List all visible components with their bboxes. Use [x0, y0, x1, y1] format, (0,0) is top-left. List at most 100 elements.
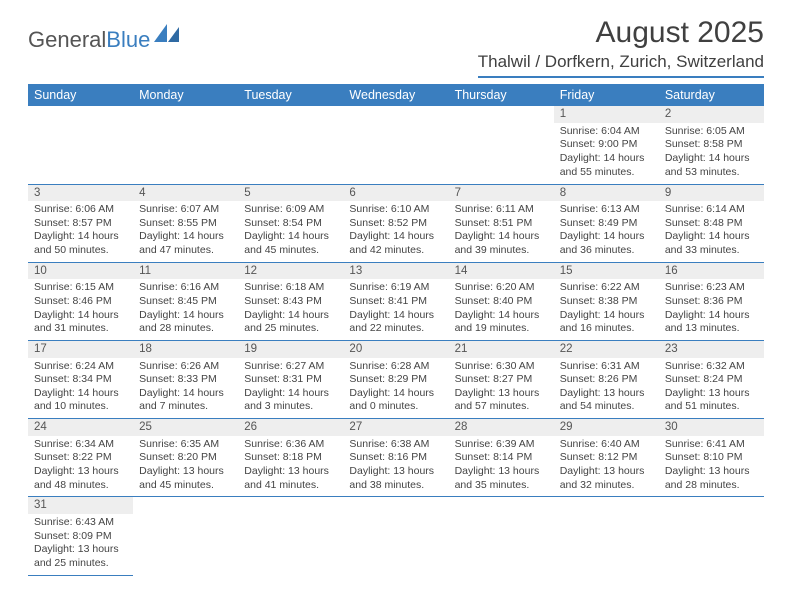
day-sunrise: Sunrise: 6:36 AM: [244, 438, 337, 452]
day-sunrise: Sunrise: 6:31 AM: [560, 360, 653, 374]
day-number: 1: [554, 106, 659, 123]
empty-cell: [28, 106, 133, 184]
day-sunrise: Sunrise: 6:39 AM: [455, 438, 548, 452]
day-number: 24: [28, 419, 133, 436]
day-d1: Daylight: 14 hours: [665, 309, 758, 323]
day-d1: Daylight: 14 hours: [665, 230, 758, 244]
day-sunrise: Sunrise: 6:05 AM: [665, 125, 758, 139]
day-number: 7: [449, 185, 554, 202]
day-sunset: Sunset: 8:51 PM: [455, 217, 548, 231]
day-cell: 8Sunrise: 6:13 AMSunset: 8:49 PMDaylight…: [554, 184, 659, 262]
day-cell: 11Sunrise: 6:16 AMSunset: 8:45 PMDayligh…: [133, 262, 238, 340]
day-info: Sunrise: 6:16 AMSunset: 8:45 PMDaylight:…: [133, 279, 238, 340]
day-cell: 28Sunrise: 6:39 AMSunset: 8:14 PMDayligh…: [449, 419, 554, 497]
day-cell: 26Sunrise: 6:36 AMSunset: 8:18 PMDayligh…: [238, 419, 343, 497]
day-d2: and 54 minutes.: [560, 400, 653, 414]
day-sunrise: Sunrise: 6:07 AM: [139, 203, 232, 217]
day-d2: and 28 minutes.: [665, 479, 758, 493]
day-sunrise: Sunrise: 6:30 AM: [455, 360, 548, 374]
day-sunset: Sunset: 8:26 PM: [560, 373, 653, 387]
day-sunrise: Sunrise: 6:15 AM: [34, 281, 127, 295]
day-sunset: Sunset: 8:41 PM: [349, 295, 442, 309]
day-d1: Daylight: 14 hours: [139, 387, 232, 401]
day-sunset: Sunset: 8:57 PM: [34, 217, 127, 231]
day-info: Sunrise: 6:30 AMSunset: 8:27 PMDaylight:…: [449, 358, 554, 419]
day-sunset: Sunset: 8:52 PM: [349, 217, 442, 231]
day-d2: and 36 minutes.: [560, 244, 653, 258]
day-info: Sunrise: 6:20 AMSunset: 8:40 PMDaylight:…: [449, 279, 554, 340]
day-cell: 4Sunrise: 6:07 AMSunset: 8:55 PMDaylight…: [133, 184, 238, 262]
day-sunset: Sunset: 8:36 PM: [665, 295, 758, 309]
weekday-header: Saturday: [659, 84, 764, 106]
day-sunset: Sunset: 8:33 PM: [139, 373, 232, 387]
day-sunset: Sunset: 8:29 PM: [349, 373, 442, 387]
day-number: 25: [133, 419, 238, 436]
day-number: 18: [133, 341, 238, 358]
day-sunset: Sunset: 8:20 PM: [139, 451, 232, 465]
logo-sail-icon: [154, 24, 180, 49]
day-sunrise: Sunrise: 6:14 AM: [665, 203, 758, 217]
day-sunrise: Sunrise: 6:19 AM: [349, 281, 442, 295]
day-cell: 7Sunrise: 6:11 AMSunset: 8:51 PMDaylight…: [449, 184, 554, 262]
day-number: 8: [554, 185, 659, 202]
day-sunrise: Sunrise: 6:09 AM: [244, 203, 337, 217]
day-d1: Daylight: 13 hours: [349, 465, 442, 479]
day-sunrise: Sunrise: 6:16 AM: [139, 281, 232, 295]
day-d2: and 25 minutes.: [244, 322, 337, 336]
day-sunrise: Sunrise: 6:10 AM: [349, 203, 442, 217]
day-info: Sunrise: 6:35 AMSunset: 8:20 PMDaylight:…: [133, 436, 238, 497]
day-number: 11: [133, 263, 238, 280]
day-info: Sunrise: 6:36 AMSunset: 8:18 PMDaylight:…: [238, 436, 343, 497]
day-info: Sunrise: 6:05 AMSunset: 8:58 PMDaylight:…: [659, 123, 764, 184]
logo: GeneralBlue: [28, 24, 180, 55]
day-d1: Daylight: 13 hours: [560, 465, 653, 479]
title-underline: [478, 76, 764, 78]
day-info: Sunrise: 6:32 AMSunset: 8:24 PMDaylight:…: [659, 358, 764, 419]
day-d1: Daylight: 14 hours: [560, 152, 653, 166]
day-info: Sunrise: 6:23 AMSunset: 8:36 PMDaylight:…: [659, 279, 764, 340]
day-d2: and 48 minutes.: [34, 479, 127, 493]
month-title: August 2025: [478, 16, 764, 50]
day-d2: and 22 minutes.: [349, 322, 442, 336]
day-d2: and 39 minutes.: [455, 244, 548, 258]
day-number: 17: [28, 341, 133, 358]
day-cell: 12Sunrise: 6:18 AMSunset: 8:43 PMDayligh…: [238, 262, 343, 340]
empty-cell: [554, 497, 659, 575]
day-sunset: Sunset: 8:45 PM: [139, 295, 232, 309]
day-info: Sunrise: 6:38 AMSunset: 8:16 PMDaylight:…: [343, 436, 448, 497]
day-sunrise: Sunrise: 6:18 AM: [244, 281, 337, 295]
day-sunset: Sunset: 8:22 PM: [34, 451, 127, 465]
day-sunrise: Sunrise: 6:04 AM: [560, 125, 653, 139]
day-cell: 6Sunrise: 6:10 AMSunset: 8:52 PMDaylight…: [343, 184, 448, 262]
empty-cell: [238, 106, 343, 184]
day-d2: and 51 minutes.: [665, 400, 758, 414]
day-cell: 27Sunrise: 6:38 AMSunset: 8:16 PMDayligh…: [343, 419, 448, 497]
day-sunrise: Sunrise: 6:40 AM: [560, 438, 653, 452]
day-sunrise: Sunrise: 6:24 AM: [34, 360, 127, 374]
calendar-row: 24Sunrise: 6:34 AMSunset: 8:22 PMDayligh…: [28, 419, 764, 497]
day-cell: 13Sunrise: 6:19 AMSunset: 8:41 PMDayligh…: [343, 262, 448, 340]
day-sunset: Sunset: 8:09 PM: [34, 530, 127, 544]
day-cell: 22Sunrise: 6:31 AMSunset: 8:26 PMDayligh…: [554, 340, 659, 418]
day-d1: Daylight: 14 hours: [455, 230, 548, 244]
empty-cell: [659, 497, 764, 575]
day-d1: Daylight: 14 hours: [34, 230, 127, 244]
day-cell: 5Sunrise: 6:09 AMSunset: 8:54 PMDaylight…: [238, 184, 343, 262]
day-number: 12: [238, 263, 343, 280]
day-d2: and 41 minutes.: [244, 479, 337, 493]
day-number: 21: [449, 341, 554, 358]
day-d1: Daylight: 13 hours: [560, 387, 653, 401]
day-d2: and 50 minutes.: [34, 244, 127, 258]
day-info: Sunrise: 6:11 AMSunset: 8:51 PMDaylight:…: [449, 201, 554, 262]
day-number: 4: [133, 185, 238, 202]
day-d1: Daylight: 14 hours: [244, 309, 337, 323]
day-number: 20: [343, 341, 448, 358]
day-d1: Daylight: 14 hours: [560, 309, 653, 323]
day-info: Sunrise: 6:34 AMSunset: 8:22 PMDaylight:…: [28, 436, 133, 497]
day-sunset: Sunset: 9:00 PM: [560, 138, 653, 152]
day-cell: 15Sunrise: 6:22 AMSunset: 8:38 PMDayligh…: [554, 262, 659, 340]
day-sunset: Sunset: 8:10 PM: [665, 451, 758, 465]
day-sunset: Sunset: 8:40 PM: [455, 295, 548, 309]
day-number: 13: [343, 263, 448, 280]
day-number: 16: [659, 263, 764, 280]
